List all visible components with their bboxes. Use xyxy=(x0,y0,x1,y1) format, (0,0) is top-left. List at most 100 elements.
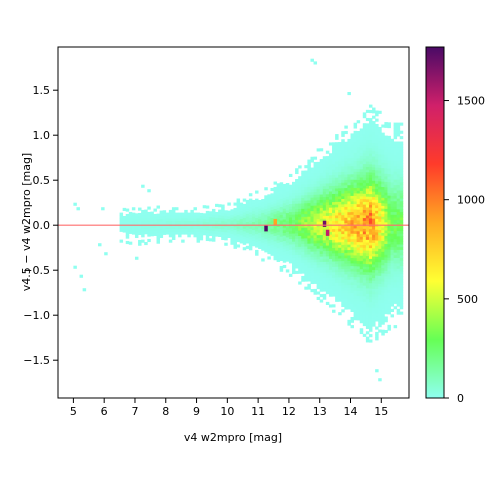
heatmap-cell xyxy=(365,228,370,232)
heatmap-cell xyxy=(341,239,345,243)
heatmap-cell xyxy=(319,280,324,284)
heatmap-cell xyxy=(356,149,361,153)
heatmap-cell xyxy=(344,287,348,291)
heatmap-cell xyxy=(276,196,281,200)
heatmap-cell xyxy=(319,164,324,168)
heatmap-cell xyxy=(208,211,213,215)
heatmap-cell xyxy=(387,125,391,129)
heatmap-cell xyxy=(344,141,348,145)
heatmap-cell xyxy=(310,58,314,62)
heatmap-cell xyxy=(298,232,302,236)
heatmap-cell xyxy=(279,257,284,261)
heatmap-cell xyxy=(356,263,361,267)
heatmap-cell xyxy=(387,235,391,239)
heatmap-cell xyxy=(298,216,302,220)
heatmap-cell xyxy=(384,221,388,226)
heatmap-cell xyxy=(328,236,333,241)
heatmap-cell xyxy=(282,264,287,269)
heatmap-cell xyxy=(368,296,373,300)
heatmap-cell xyxy=(325,191,330,195)
heatmap-cell xyxy=(362,163,367,167)
heatmap-cell xyxy=(208,224,213,228)
heatmap-cell xyxy=(236,217,241,221)
heatmap-cell xyxy=(344,252,348,256)
heatmap-cell xyxy=(338,223,342,227)
heatmap-cell xyxy=(390,254,395,258)
heatmap-cell xyxy=(255,209,259,213)
heatmap-cell xyxy=(365,261,370,265)
heatmap-cell xyxy=(328,158,333,162)
heatmap-cell xyxy=(335,277,339,281)
heatmap-cell xyxy=(325,301,330,305)
heatmap-cell xyxy=(267,256,271,260)
heatmap-cell xyxy=(310,262,314,266)
heatmap-cell xyxy=(245,202,250,206)
heatmap-cell xyxy=(233,207,237,212)
heatmap-cell xyxy=(119,228,124,232)
heatmap-cell xyxy=(248,214,253,218)
heatmap-cell xyxy=(375,218,379,222)
heatmap-cell xyxy=(319,269,324,273)
heatmap-cell xyxy=(332,236,336,240)
heatmap-cell xyxy=(359,266,364,270)
heatmap-cell xyxy=(119,220,124,224)
heatmap-cell xyxy=(384,124,388,128)
heatmap-cell xyxy=(387,152,391,156)
heatmap-cell xyxy=(301,265,305,269)
heatmap-cell xyxy=(396,203,401,207)
heatmap-cell xyxy=(365,109,370,113)
heatmap-cell xyxy=(399,144,404,148)
heatmap-cell xyxy=(378,294,382,298)
heatmap-cell xyxy=(227,202,231,206)
heatmap-cell xyxy=(353,292,358,296)
heatmap-cell xyxy=(378,137,382,141)
heatmap-cell xyxy=(310,240,314,244)
heatmap-cell xyxy=(292,192,296,196)
heatmap-cell xyxy=(341,249,345,253)
heatmap-cell xyxy=(325,242,330,246)
heatmap-cell xyxy=(267,213,271,217)
heatmap-cell xyxy=(341,152,345,156)
heatmap-cell xyxy=(396,233,401,237)
heatmap-cell xyxy=(319,226,324,230)
heatmap-cell xyxy=(347,168,351,172)
heatmap-cell xyxy=(368,158,373,162)
heatmap-cell xyxy=(390,279,395,283)
heatmap-cell xyxy=(298,205,302,209)
heatmap-cell xyxy=(282,248,287,252)
heatmap-cell xyxy=(325,226,330,230)
heatmap-cell xyxy=(335,198,339,202)
heatmap-cell xyxy=(359,320,364,324)
heatmap-cell xyxy=(332,288,336,292)
heatmap-cell xyxy=(304,219,308,223)
heatmap-cell xyxy=(292,225,296,229)
heatmap-cell xyxy=(399,281,404,285)
heatmap-cell xyxy=(313,261,318,266)
heatmap-cell xyxy=(390,268,395,272)
heatmap-cell xyxy=(365,150,370,154)
heatmap-cell xyxy=(341,201,345,205)
heatmap-cell xyxy=(258,202,262,206)
heatmap-cell xyxy=(273,230,278,234)
heatmap-cell xyxy=(387,179,391,183)
heatmap-cell xyxy=(328,204,333,208)
heatmap-cell xyxy=(381,162,385,166)
heatmap-cell xyxy=(359,222,364,227)
heatmap-cell xyxy=(387,195,391,199)
heatmap-cell xyxy=(356,160,361,164)
heatmap-cell xyxy=(375,213,379,217)
heatmap-cell xyxy=(332,247,336,251)
heatmap-cell xyxy=(350,206,354,210)
heatmap-cell xyxy=(205,232,210,236)
heatmap-cell xyxy=(350,165,354,169)
heatmap-cell xyxy=(298,176,302,180)
heatmap-cell xyxy=(196,226,201,230)
heatmap-cell xyxy=(375,202,379,206)
heatmap-cell xyxy=(251,235,256,239)
heatmap-cell xyxy=(295,238,299,242)
heatmap-cell xyxy=(356,179,361,183)
heatmap-cell xyxy=(353,157,358,161)
heatmap-cell xyxy=(378,210,382,214)
heatmap-cell xyxy=(338,201,342,205)
heatmap-cell xyxy=(378,162,382,166)
